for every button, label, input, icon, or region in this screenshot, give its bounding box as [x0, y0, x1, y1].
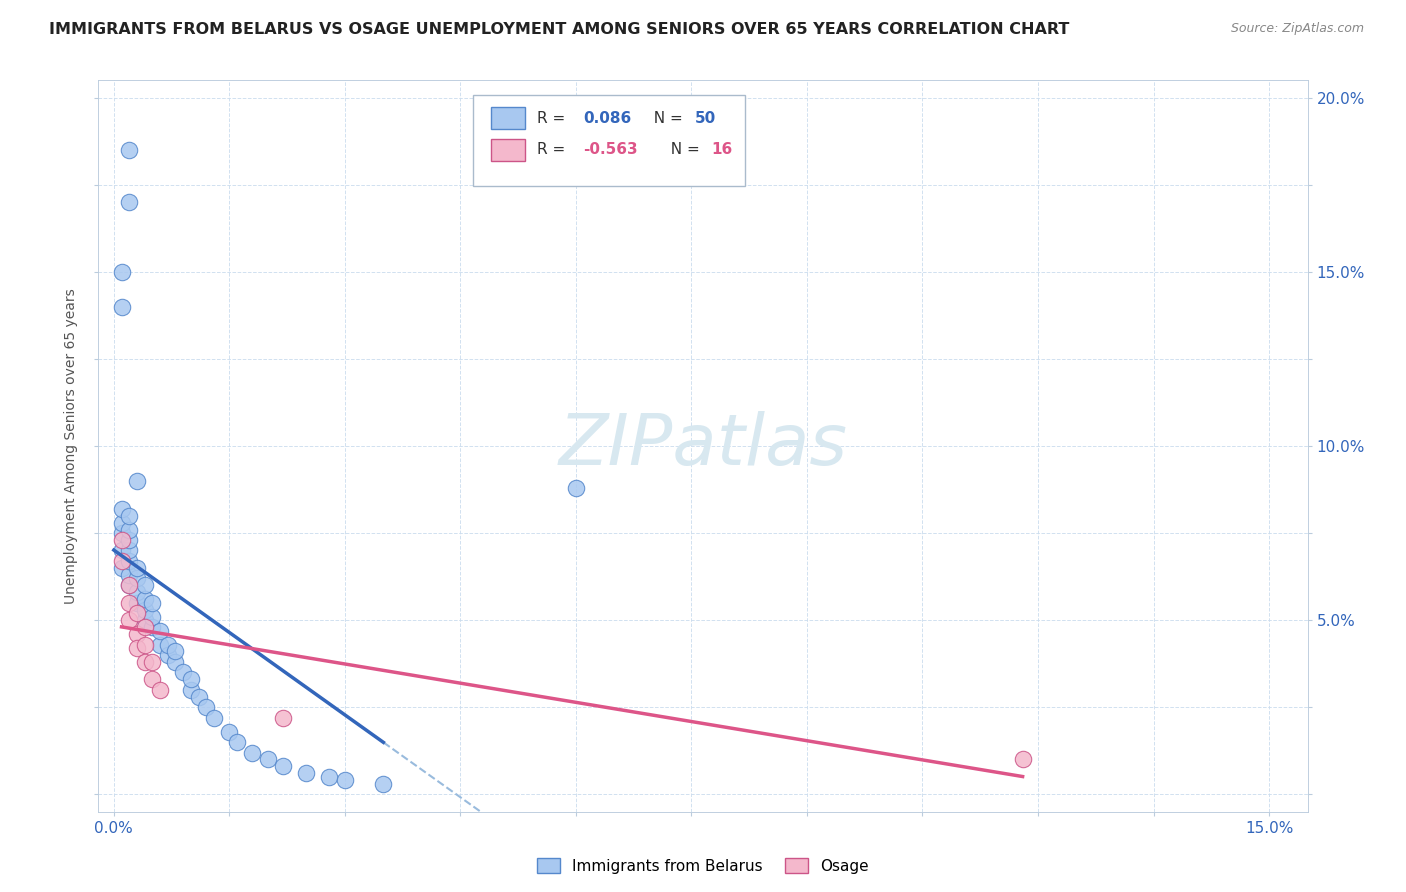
Point	[165, 655, 187, 669]
Point	[149, 638, 172, 652]
Text: ZIPatlas: ZIPatlas	[558, 411, 848, 481]
Point	[118, 508, 141, 523]
Point	[118, 543, 141, 558]
Point	[110, 561, 132, 575]
Point	[110, 533, 132, 547]
Point	[118, 523, 141, 537]
Point	[134, 655, 156, 669]
Text: IMMIGRANTS FROM BELARUS VS OSAGE UNEMPLOYMENT AMONG SENIORS OVER 65 YEARS CORREL: IMMIGRANTS FROM BELARUS VS OSAGE UNEMPLO…	[49, 22, 1070, 37]
Point	[118, 533, 141, 547]
Point	[134, 578, 156, 592]
Text: 0.086: 0.086	[583, 111, 631, 126]
Y-axis label: Unemployment Among Seniors over 65 years: Unemployment Among Seniors over 65 years	[65, 288, 79, 604]
Text: R =: R =	[537, 111, 571, 126]
Point	[202, 711, 225, 725]
Point	[110, 526, 132, 541]
Point	[295, 766, 318, 780]
Point	[110, 554, 132, 568]
Point	[125, 627, 148, 641]
Point	[141, 655, 163, 669]
Point	[125, 561, 148, 575]
Point	[149, 682, 172, 697]
Point	[125, 474, 148, 488]
Point	[118, 143, 141, 157]
Text: N =: N =	[644, 111, 688, 126]
Point	[156, 638, 179, 652]
Point	[242, 746, 264, 760]
Point	[125, 596, 148, 610]
Point	[134, 603, 156, 617]
Point	[172, 665, 194, 680]
Point	[134, 592, 156, 607]
Legend: Immigrants from Belarus, Osage: Immigrants from Belarus, Osage	[530, 852, 876, 880]
Point	[318, 770, 340, 784]
Point	[118, 554, 141, 568]
Point	[226, 735, 249, 749]
Text: -0.563: -0.563	[583, 142, 638, 157]
Point	[118, 578, 141, 592]
Point	[125, 606, 148, 620]
Text: N =: N =	[661, 142, 704, 157]
Point	[373, 777, 395, 791]
Point	[118, 578, 141, 592]
Point	[180, 682, 202, 697]
Point	[110, 501, 132, 516]
Point	[1011, 752, 1033, 766]
Point	[125, 571, 148, 585]
Point	[141, 609, 163, 624]
Point	[333, 773, 356, 788]
Bar	[492, 139, 526, 161]
Point	[125, 585, 148, 599]
Point	[110, 300, 132, 314]
Point	[134, 613, 156, 627]
Point	[156, 648, 179, 662]
Point	[125, 640, 148, 655]
Point	[195, 700, 218, 714]
Point	[565, 481, 588, 495]
Point	[187, 690, 209, 704]
Point	[110, 265, 132, 279]
Point	[257, 752, 280, 766]
Point	[141, 620, 163, 634]
Point	[134, 620, 156, 634]
Point	[149, 624, 172, 638]
Point	[118, 613, 141, 627]
Point	[180, 673, 202, 687]
Point	[110, 543, 132, 558]
Point	[110, 516, 132, 530]
Point	[141, 673, 163, 687]
Point	[118, 596, 141, 610]
Bar	[492, 107, 526, 129]
Point	[165, 644, 187, 658]
Point	[118, 567, 141, 582]
Point	[118, 195, 141, 210]
Text: 16: 16	[711, 142, 733, 157]
Point	[271, 711, 294, 725]
Point	[218, 724, 240, 739]
Text: 50: 50	[695, 111, 716, 126]
Point	[134, 638, 156, 652]
Point	[141, 596, 163, 610]
Point	[271, 759, 294, 773]
Text: Source: ZipAtlas.com: Source: ZipAtlas.com	[1230, 22, 1364, 36]
FancyBboxPatch shape	[474, 95, 745, 186]
Text: R =: R =	[537, 142, 571, 157]
